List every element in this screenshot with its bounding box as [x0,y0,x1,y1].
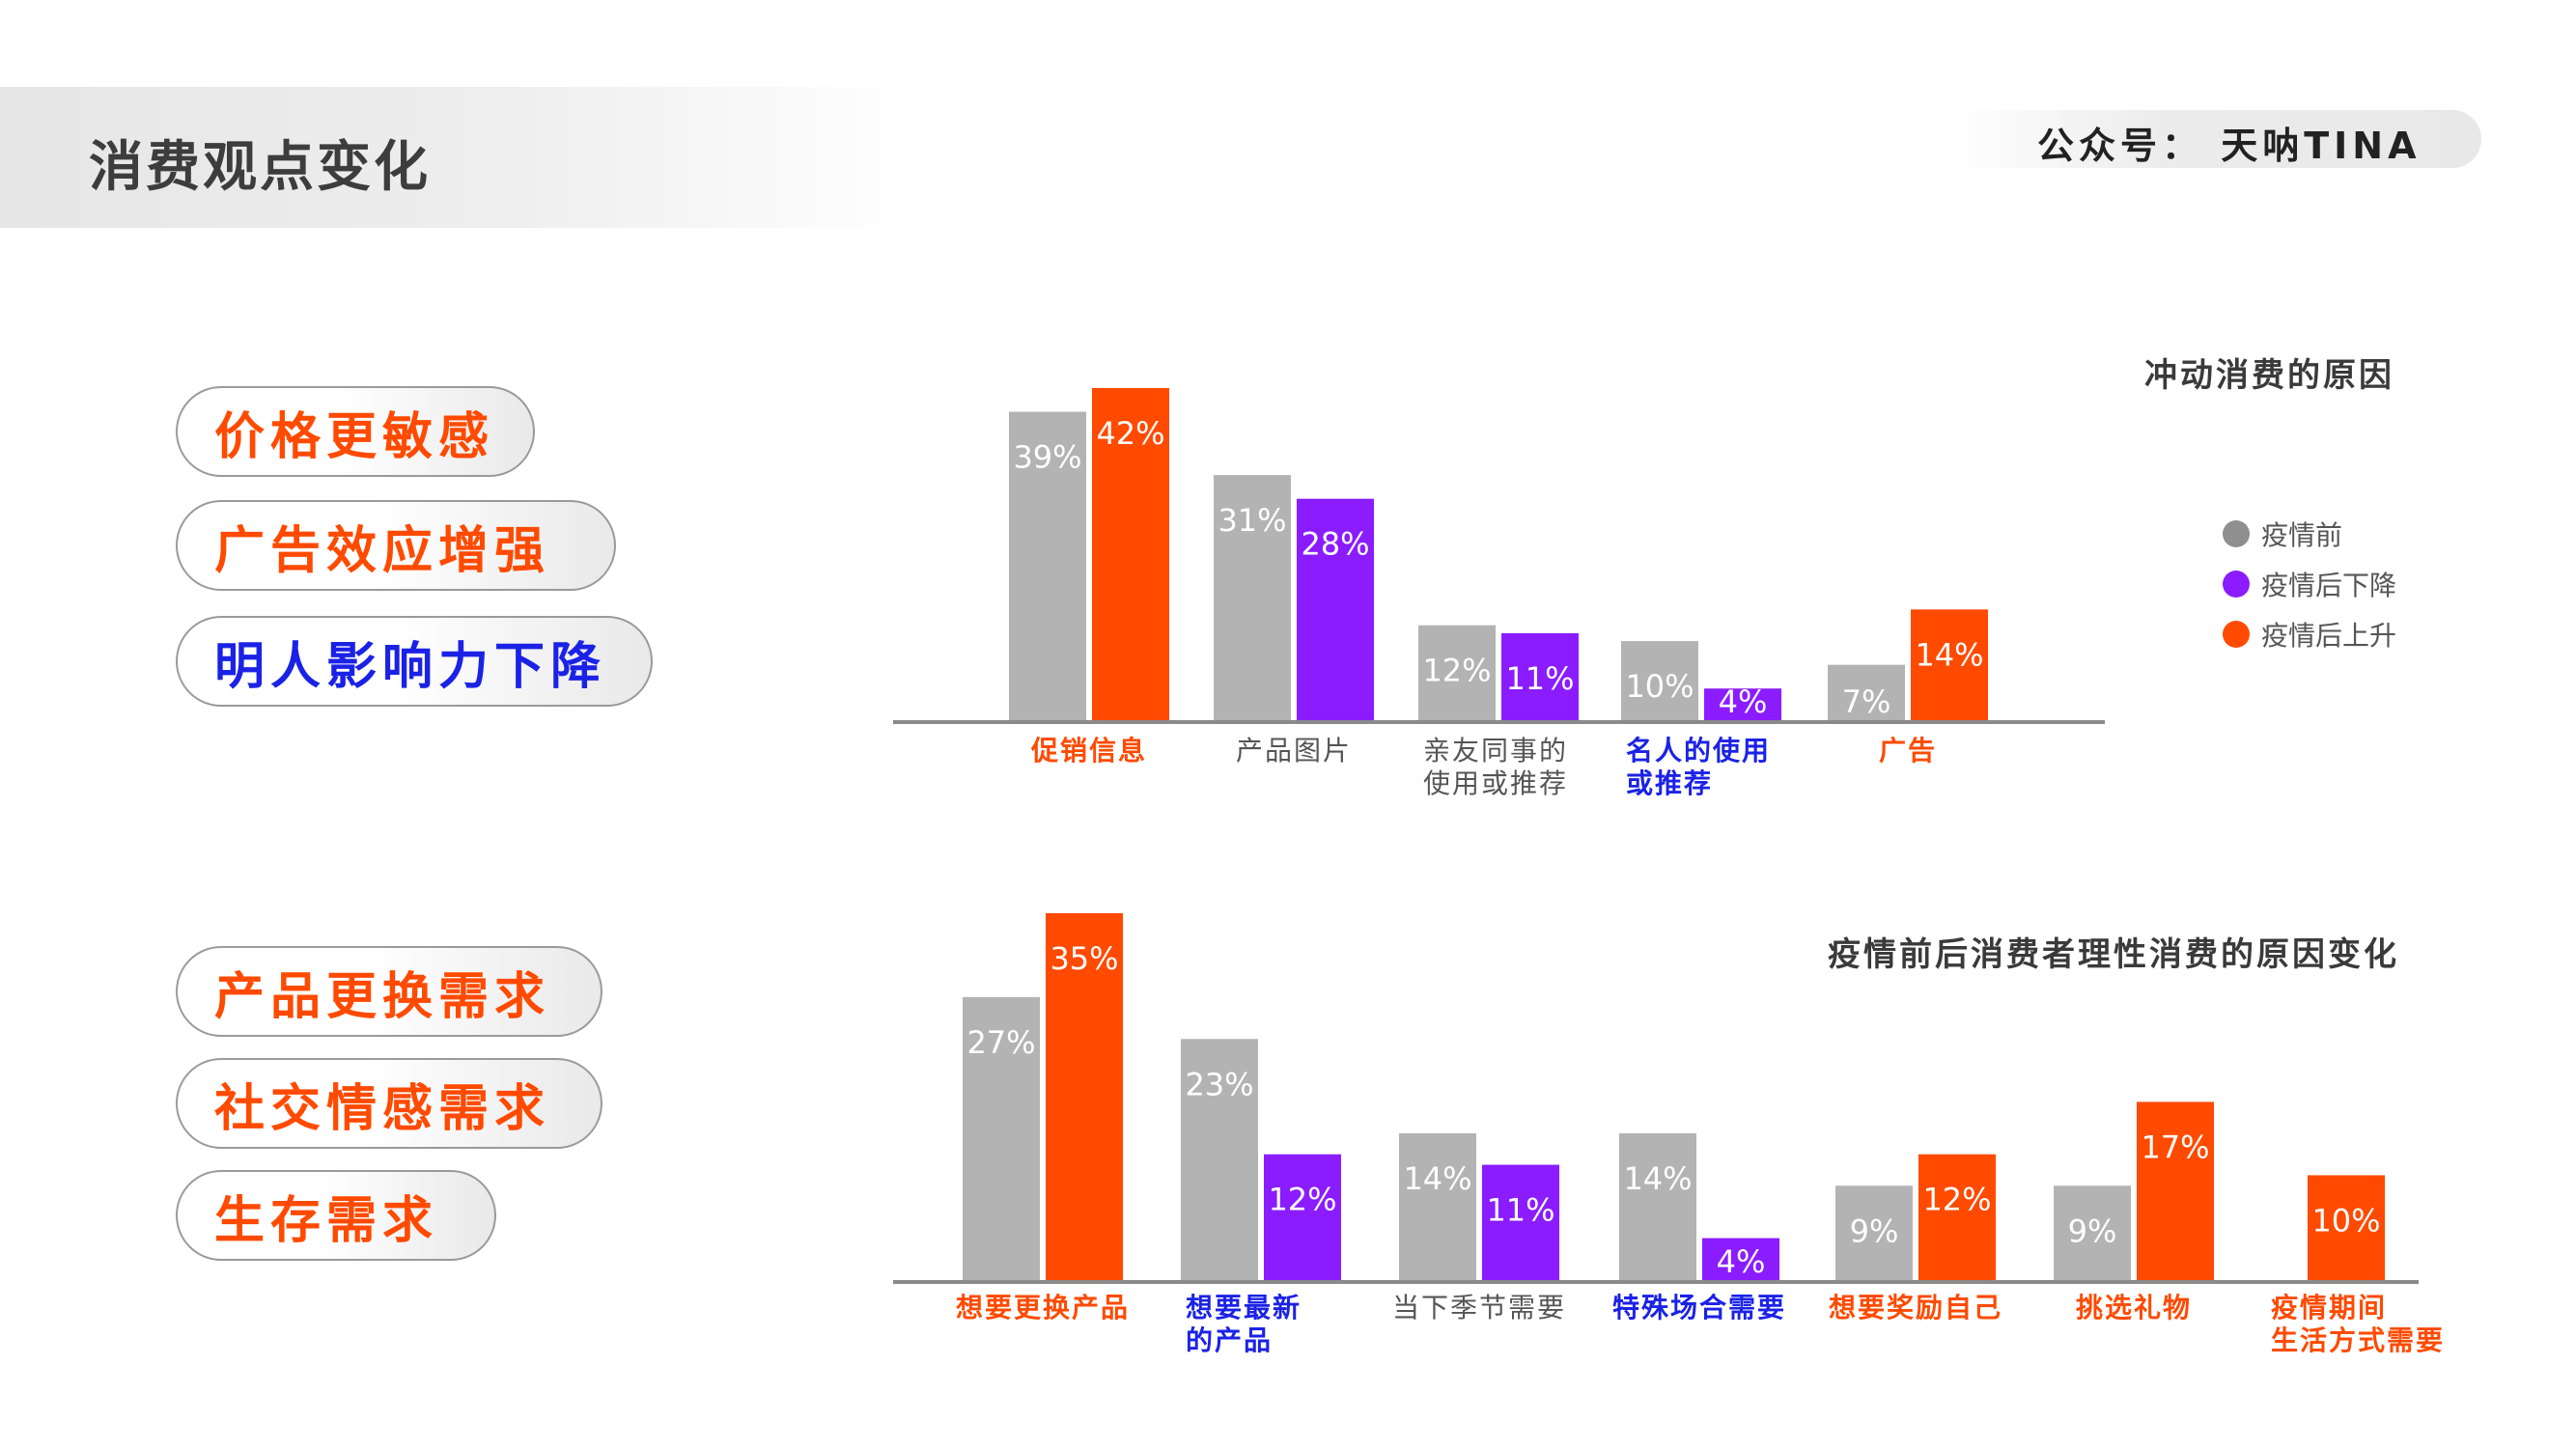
bar-post-label: 35% [1050,940,1118,977]
bar-post-label: 12% [1268,1182,1336,1218]
brand-label: 公众号： 天呐TINA [2037,125,2422,167]
category-label: 促销信息 [1030,735,1147,766]
bar-post [1297,498,1374,720]
category-label: 或推荐 [1626,767,1713,799]
category-label: 使用或推荐 [1423,767,1568,799]
bar-pre-label: 9% [1850,1212,1899,1249]
bar-pre [1418,625,1496,720]
legend-dot-pre [2223,520,2250,547]
bar-post [2137,1101,2214,1280]
bar-post [1918,1154,1996,1280]
legend-label-up: 疫情后上升 [2261,620,2397,652]
pill-label: 价格更敏感 [214,407,495,466]
legend-dot-down [2223,571,2250,598]
bar-pre [1621,641,1698,720]
bar-post [1501,632,1579,720]
chart-title: 疫情前后消费者理性消费的原因变化 [1828,935,2399,974]
pill-celebrity-influence: 明人影响力下降 [176,616,653,707]
bar-post-label: 17% [2141,1129,2209,1165]
legend-label-pre: 疫情前 [2261,519,2343,551]
brand-pill [1950,110,2481,168]
bar-pre [1214,475,1291,720]
bar-post-label: 4% [1717,1243,1766,1280]
bar-pre-label: 14% [1623,1160,1692,1197]
bar-post-label: 42% [1096,415,1164,452]
category-label: 想要最新 [1186,1292,1302,1324]
category-label: 的产品 [1186,1324,1273,1356]
pill-social-emotion: 社交情感需求 [176,1058,602,1149]
bar-post [1092,388,1169,720]
bar-post-label: 28% [1301,526,1369,563]
legend-item-up: 疫情后上升 [2223,609,2396,659]
bar-pre [1619,1133,1696,1280]
bar-pre [1009,411,1086,720]
bar-pre-label: 31% [1218,502,1286,539]
bar-pre [1181,1039,1258,1280]
bar-post-label: 4% [1719,683,1768,720]
pill-label: 明人影响力下降 [214,637,607,696]
pill-ad-effect: 广告效应增强 [176,500,616,591]
pill-survival: 生存需求 [176,1170,496,1261]
category-label: 疫情期间 [2271,1292,2387,1324]
category-label: 当下季节需要 [1392,1292,1566,1324]
chart-title: 冲动消费的原因 [2144,356,2394,395]
bar-post-label: 11% [1505,660,1574,697]
bar-post [2308,1175,2385,1280]
bar-pre-label: 14% [1403,1160,1471,1197]
bar-post [1264,1154,1341,1280]
bar-post [1482,1164,1559,1280]
bar-pre-label: 27% [966,1024,1035,1061]
category-label: 名人的使用 [1626,735,1771,766]
bar-post-label: 12% [1922,1182,1991,1218]
pill-product-replacement: 产品更换需求 [176,946,602,1037]
bar-pre [963,996,1040,1280]
category-label: 挑选礼物 [2076,1292,2192,1324]
title-band [0,87,917,228]
legend-label-down: 疫情后下降 [2261,570,2397,601]
bar-pre-label: 12% [1422,653,1491,689]
bar-post-label: 14% [1915,636,1983,673]
bar-post-label: 11% [1486,1192,1554,1229]
bar-pre-label: 39% [1013,439,1081,476]
bar-post-label: 10% [2311,1202,2380,1239]
category-label: 生活方式需要 [2271,1324,2445,1356]
bar-pre-label: 23% [1185,1066,1253,1102]
bar-pre [1399,1133,1476,1280]
pill-label: 广告效应增强 [214,521,551,580]
category-label: 特殊场合需要 [1612,1292,1786,1324]
bar-pre-label: 9% [2068,1212,2117,1249]
bar-post [1702,1238,1779,1280]
bar-post [1046,913,1123,1280]
bar-post [1911,609,1988,720]
bar-pre-label: 7% [1842,683,1891,720]
legend-dot-up [2223,621,2250,648]
category-label: 想要奖励自己 [1829,1292,2002,1324]
bar-post [1704,688,1781,720]
category-label: 亲友同事的 [1423,735,1568,766]
category-label: 产品图片 [1236,735,1352,766]
pill-price-sensitive: 价格更敏感 [176,386,535,477]
bar-pre-label: 10% [1625,668,1694,705]
pill-label: 社交情感需求 [214,1079,551,1138]
bar-pre [2054,1185,2131,1280]
page-title: 消费观点变化 [89,136,431,199]
bar-pre [1835,1185,1913,1280]
legend: 疫情前 疫情后下降 疫情后上升 [2223,509,2396,659]
category-label: 广告 [1879,735,1937,766]
bar-pre [1828,664,1905,720]
pill-label: 产品更换需求 [214,967,551,1026]
legend-item-pre: 疫情前 [2223,509,2396,559]
pill-label: 生存需求 [214,1191,439,1250]
legend-item-down: 疫情后下降 [2223,559,2396,609]
category-label: 想要更换产品 [956,1292,1130,1324]
